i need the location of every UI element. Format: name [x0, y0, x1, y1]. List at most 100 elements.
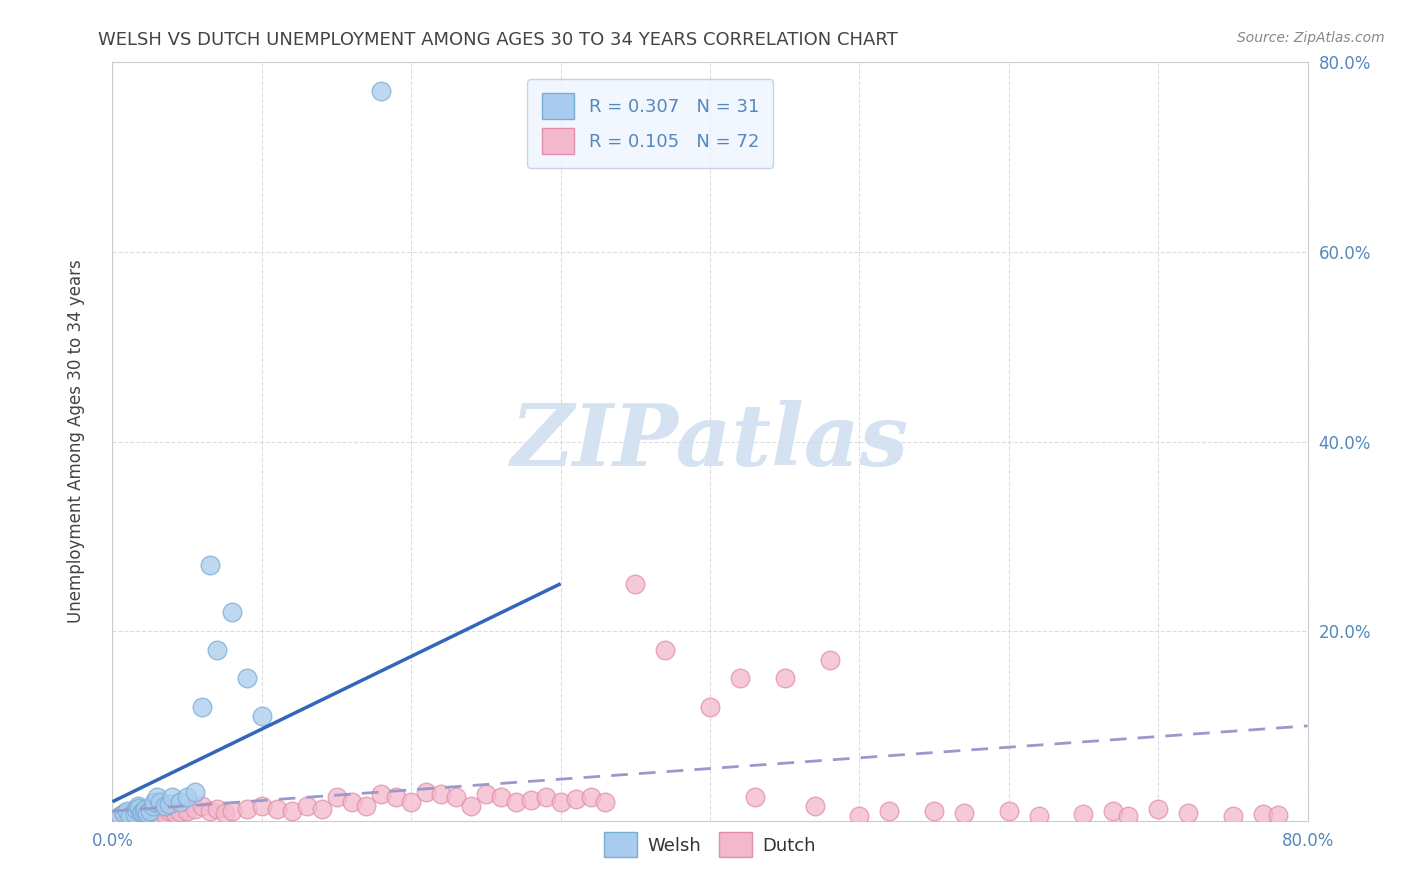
Point — [325, 789, 347, 804]
Point — [191, 799, 214, 814]
Point — [169, 795, 191, 809]
Point — [127, 807, 149, 822]
Point — [153, 807, 176, 822]
Point — [564, 792, 586, 806]
Point — [149, 809, 172, 823]
Point — [108, 809, 131, 823]
Text: WELSH VS DUTCH UNEMPLOYMENT AMONG AGES 30 TO 34 YEARS CORRELATION CHART: WELSH VS DUTCH UNEMPLOYMENT AMONG AGES 3… — [98, 31, 898, 49]
Point — [624, 576, 647, 591]
Point — [135, 806, 157, 821]
Point — [489, 789, 512, 804]
Y-axis label: Unemployment Among Ages 30 to 34 years: Unemployment Among Ages 30 to 34 years — [66, 260, 84, 624]
Point — [370, 787, 392, 801]
Point — [1222, 809, 1244, 823]
Point — [176, 789, 198, 804]
Point — [134, 802, 156, 816]
Point — [120, 809, 142, 823]
Point — [124, 807, 146, 822]
Point — [162, 802, 183, 816]
Point — [236, 672, 259, 686]
Point — [183, 802, 205, 816]
Point — [146, 806, 169, 821]
Point — [401, 795, 423, 809]
Point — [221, 605, 243, 619]
Legend: Welsh, Dutch: Welsh, Dutch — [596, 825, 824, 864]
Point — [744, 789, 766, 804]
Point — [444, 789, 467, 804]
Point — [128, 805, 150, 819]
Point — [221, 804, 243, 818]
Point — [818, 652, 841, 666]
Point — [281, 804, 304, 818]
Text: ZIPatlas: ZIPatlas — [510, 400, 910, 483]
Point — [139, 804, 162, 818]
Point — [157, 797, 180, 811]
Point — [117, 804, 139, 818]
Point — [475, 787, 498, 801]
Point — [922, 804, 945, 818]
Point — [131, 805, 153, 819]
Point — [176, 804, 198, 818]
Point — [205, 643, 228, 657]
Point — [879, 804, 901, 818]
Point — [1118, 809, 1140, 823]
Point — [385, 789, 408, 804]
Point — [311, 802, 333, 816]
Point — [1267, 808, 1289, 822]
Point — [143, 795, 166, 809]
Point — [191, 699, 214, 714]
Point — [124, 809, 146, 823]
Point — [198, 558, 221, 572]
Point — [146, 789, 169, 804]
Point — [595, 795, 617, 809]
Point — [803, 799, 825, 814]
Point — [157, 804, 180, 818]
Point — [114, 806, 135, 821]
Point — [370, 84, 392, 98]
Point — [1073, 807, 1095, 822]
Point — [165, 806, 187, 821]
Point — [114, 807, 135, 822]
Point — [460, 799, 482, 814]
Point — [214, 806, 236, 821]
Point — [250, 799, 273, 814]
Point — [505, 795, 527, 809]
Point — [773, 672, 796, 686]
Point — [127, 799, 149, 814]
Point — [128, 801, 150, 815]
Point — [198, 804, 221, 818]
Point — [162, 789, 183, 804]
Point — [1177, 806, 1199, 821]
Point — [356, 799, 378, 814]
Point — [169, 805, 191, 819]
Point — [142, 799, 165, 814]
Point — [132, 804, 155, 818]
Point — [266, 802, 288, 816]
Point — [1102, 804, 1125, 818]
Point — [848, 809, 870, 823]
Point — [131, 804, 153, 818]
Point — [430, 787, 453, 801]
Point — [1251, 807, 1274, 822]
Point — [117, 806, 139, 821]
Text: Source: ZipAtlas.com: Source: ZipAtlas.com — [1237, 31, 1385, 45]
Point — [340, 795, 363, 809]
Point — [120, 808, 142, 822]
Point — [153, 799, 176, 814]
Point — [149, 795, 172, 809]
Point — [953, 806, 976, 821]
Point — [415, 785, 437, 799]
Point — [998, 804, 1021, 818]
Point — [183, 785, 205, 799]
Point — [129, 806, 152, 821]
Point — [654, 643, 676, 657]
Point — [139, 807, 162, 822]
Point — [550, 795, 572, 809]
Point — [125, 802, 148, 816]
Point — [250, 709, 273, 723]
Point — [142, 808, 165, 822]
Point — [1028, 809, 1050, 823]
Point — [534, 789, 557, 804]
Point — [1147, 802, 1170, 816]
Point — [205, 802, 228, 816]
